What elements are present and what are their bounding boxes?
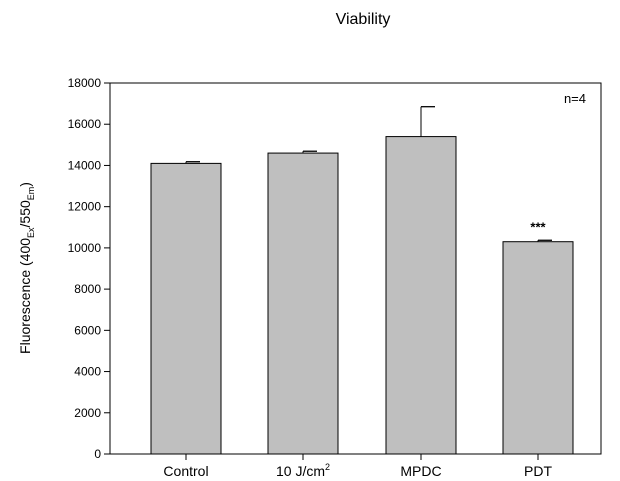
y-axis-label-mid: /550	[17, 200, 33, 227]
n-annotation: n=4	[564, 91, 586, 106]
x-axis: Control 10 J/cm2 MPDC PDT	[163, 454, 552, 479]
plot-frame	[109, 82, 602, 455]
bar	[150, 162, 222, 455]
y-tick-label: 16000	[68, 117, 102, 131]
x-tick-label: MPDC	[400, 463, 441, 479]
chart-title: Viability	[336, 11, 391, 28]
y-axis-label: Fluorescence (400Ex/550Em)	[17, 182, 36, 354]
bar	[502, 241, 574, 455]
y-axis-label-end: )	[17, 182, 33, 187]
y-axis-label-main: Fluorescence (400	[17, 238, 33, 354]
y-tick-label: 18000	[68, 76, 102, 90]
y-axis-label-sub-em: Em	[26, 187, 36, 201]
y-tick-label: 6000	[74, 323, 101, 337]
y-axis-label-sub-ex: Ex	[26, 227, 36, 238]
y-tick-label: 10000	[68, 241, 102, 255]
x-tick-label: Control	[163, 463, 208, 479]
x-tick-label: 10 J/cm2	[276, 462, 330, 479]
bar	[385, 136, 457, 455]
y-tick-label: 0	[94, 447, 101, 461]
x-tick-label: PDT	[524, 463, 552, 479]
y-tick-label: 4000	[74, 365, 101, 379]
y-tick-label: 8000	[74, 282, 101, 296]
significance-marker: ***	[530, 219, 546, 234]
y-tick-label: 14000	[68, 158, 102, 172]
bars: ***	[150, 106, 574, 455]
y-tick-label: 2000	[74, 406, 101, 420]
y-axis: 0 2000 4000 6000 8000 10000 12000 14000 16000 180…	[68, 76, 110, 461]
y-tick-label: 12000	[68, 200, 102, 214]
bar	[267, 152, 339, 455]
